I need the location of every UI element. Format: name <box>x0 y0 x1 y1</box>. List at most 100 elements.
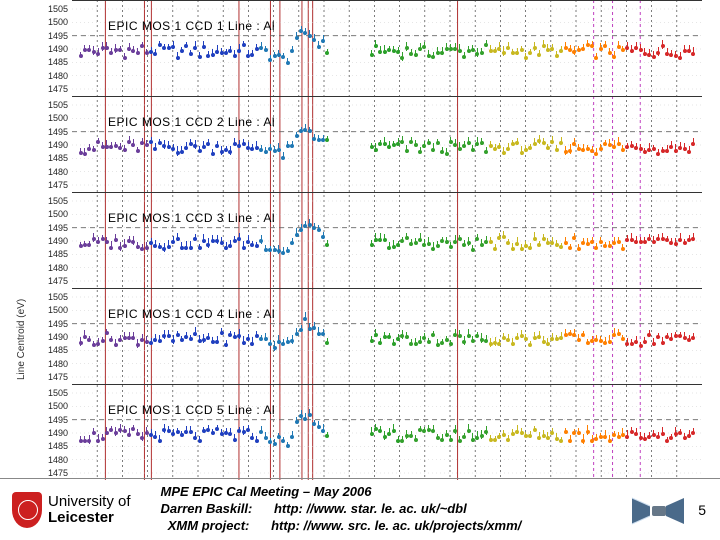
data-point <box>167 334 171 338</box>
y-tick-label: 1485 <box>28 345 68 355</box>
data-point <box>224 246 228 250</box>
data-point <box>683 49 687 53</box>
data-point <box>392 245 396 249</box>
data-point <box>184 246 188 250</box>
plot-region: EPIC MOS 1 CCD 1 Line : Al15051500149514… <box>72 0 702 478</box>
data-point <box>370 339 374 343</box>
data-point <box>114 238 118 242</box>
data-point <box>286 340 290 344</box>
data-point <box>370 145 374 149</box>
data-point <box>317 228 321 232</box>
data-point <box>440 51 444 55</box>
data-point <box>162 144 166 148</box>
data-point <box>520 48 524 52</box>
data-point <box>489 144 493 148</box>
data-point <box>559 141 563 145</box>
data-point <box>674 149 678 153</box>
data-point <box>568 439 572 443</box>
data-point <box>586 341 590 345</box>
data-point <box>101 237 105 241</box>
data-point <box>550 140 554 144</box>
data-point <box>669 145 673 149</box>
data-point <box>109 51 113 55</box>
data-point <box>647 333 651 337</box>
data-point <box>184 44 188 48</box>
data-point <box>400 239 404 243</box>
y-tick-label: 1505 <box>28 292 68 302</box>
data-point <box>246 240 250 244</box>
data-point <box>414 53 418 57</box>
data-point <box>572 333 576 337</box>
data-point <box>127 47 131 51</box>
data-point <box>87 338 91 342</box>
data-point <box>599 339 603 343</box>
data-point <box>246 54 250 58</box>
data-point <box>475 142 479 146</box>
data-point <box>140 141 144 145</box>
data-point <box>206 336 210 340</box>
data-point <box>206 54 210 58</box>
data-point <box>608 340 612 344</box>
data-point <box>184 146 188 150</box>
data-point <box>431 247 435 251</box>
data-point <box>550 431 554 435</box>
data-point <box>652 240 656 244</box>
data-point <box>546 342 550 346</box>
data-point <box>167 245 171 249</box>
data-point <box>273 54 277 58</box>
y-tick-label: 1500 <box>28 305 68 315</box>
data-point <box>555 437 559 441</box>
data-point <box>458 49 462 53</box>
data-point <box>264 150 268 154</box>
panel-title: EPIC MOS 1 CCD 5 Line : Al <box>108 403 275 417</box>
data-point <box>599 147 603 151</box>
data-point <box>105 431 109 435</box>
data-point <box>206 142 210 146</box>
data-point <box>396 50 400 54</box>
data-point <box>114 431 118 435</box>
data-point <box>617 45 621 49</box>
data-point <box>568 246 572 250</box>
data-point <box>286 144 290 148</box>
data-point <box>383 50 387 54</box>
page-number: 5 <box>698 502 706 518</box>
data-point <box>515 51 519 55</box>
data-point <box>105 145 109 149</box>
data-point <box>87 48 91 52</box>
data-point <box>123 244 127 248</box>
data-point <box>568 48 572 52</box>
y-tick-label: 1495 <box>28 31 68 41</box>
data-point <box>405 46 409 50</box>
y-tick-label: 1485 <box>28 153 68 163</box>
data-point <box>462 435 466 439</box>
data-point <box>586 43 590 47</box>
data-point <box>321 235 325 239</box>
y-tick-label: 1480 <box>28 359 68 369</box>
data-point <box>511 247 515 251</box>
data-point <box>590 44 594 48</box>
data-point <box>118 48 122 52</box>
data-point <box>568 149 572 153</box>
data-point <box>325 138 329 142</box>
data-point <box>524 244 528 248</box>
data-point <box>233 239 237 243</box>
data-point <box>669 436 673 440</box>
data-point <box>378 142 382 146</box>
data-point <box>255 439 259 443</box>
data-point <box>308 223 312 227</box>
data-point <box>83 439 87 443</box>
data-point <box>665 439 669 443</box>
data-point <box>96 52 100 56</box>
data-point <box>639 344 643 348</box>
data-point <box>621 247 625 251</box>
data-point <box>149 50 153 54</box>
data-point <box>312 38 316 42</box>
chart-panel: EPIC MOS 1 CCD 1 Line : Al15051500149514… <box>72 0 702 96</box>
y-tick-label: 1490 <box>28 236 68 246</box>
chart-area: Line Centroid (eV) EPIC MOS 1 CCD 1 Line… <box>0 0 720 478</box>
data-point <box>180 246 184 250</box>
data-point <box>153 244 157 248</box>
data-point <box>255 244 259 248</box>
y-tick-label: 1495 <box>28 223 68 233</box>
data-point <box>436 343 440 347</box>
